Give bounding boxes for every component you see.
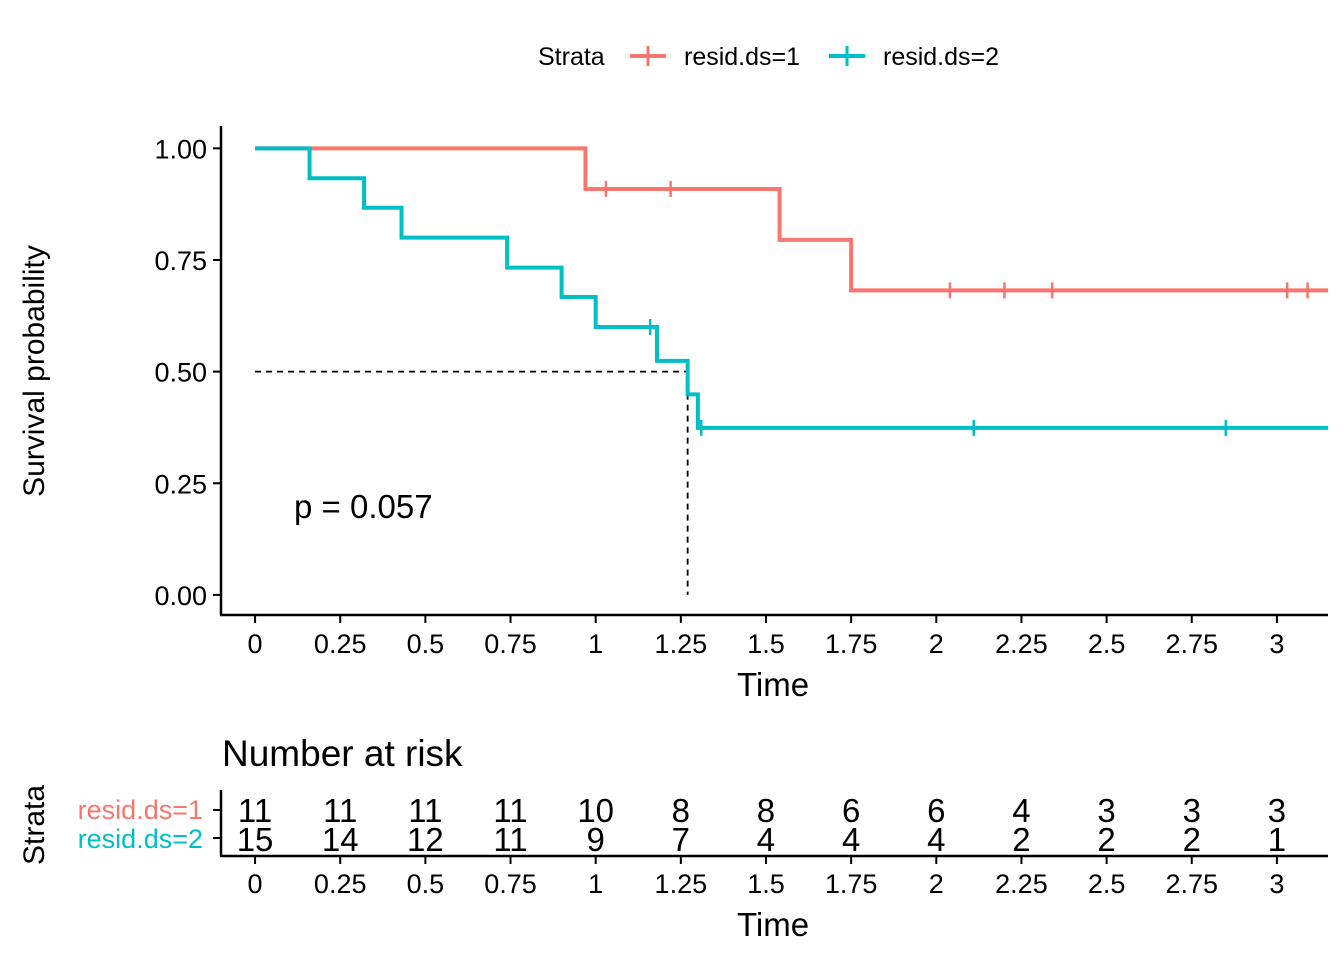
x-tick-label: 0.25 (314, 629, 367, 659)
x-tick-label: 1.5 (747, 629, 785, 659)
survival-curve-2 (255, 146, 1328, 430)
risk-cell: 8 (672, 792, 690, 829)
risk-cell: 12 (407, 821, 444, 858)
risk-x-tick-label: 2.25 (995, 869, 1048, 899)
risk-cells: 11 11 11 11 10 8 8 6 6 4 3 3 315 14 12 11 9 7 4 4 4 2 2 2 1 (237, 792, 1286, 858)
risk-cell: 3 (1097, 792, 1115, 829)
legend-title: Strata (538, 43, 605, 71)
risk-table-y-label: Strata (18, 785, 51, 865)
risk-cell: 9 (586, 821, 604, 858)
x-axis-ticks: 0 0.25 0.5 0.75 1 1.25 1.5 1.75 2 2.25 2.5 2.75 3 (248, 615, 1284, 659)
risk-cell: 2 (1183, 821, 1201, 858)
x-tick-label: 2.5 (1088, 629, 1126, 659)
legend-label-1: resid.ds=1 (684, 43, 800, 71)
x-tick-label: 1 (588, 629, 603, 659)
risk-x-axis-label: Time (737, 906, 809, 943)
x-tick-label: 2.75 (1165, 629, 1218, 659)
risk-cell: 1 (1268, 821, 1286, 858)
p-value-label: p = 0.057 (294, 488, 433, 525)
risk-cell: 11 (323, 792, 357, 829)
risk-x-tick-label: 1.5 (747, 869, 785, 899)
risk-table-title: Number at risk (222, 733, 463, 774)
risk-row-label-2: resid.ds=2 (78, 824, 203, 854)
risk-cell: 4 (842, 821, 860, 858)
risk-x-tick-label: 3 (1269, 869, 1284, 899)
survival-curves (255, 146, 1328, 436)
risk-cell: 2 (1097, 821, 1115, 858)
survival-plot: Survival probability Time p = 0.057 0.00… (18, 126, 1328, 703)
risk-cell: 11 (408, 792, 442, 829)
risk-cell: 14 (322, 821, 359, 858)
risk-cell: 4 (927, 821, 945, 858)
risk-cell: 11 (493, 821, 527, 858)
risk-cell: 3 (1268, 792, 1286, 829)
y-tick-label: 1.00 (154, 134, 207, 164)
median-lines (255, 370, 689, 595)
risk-x-tick-label: 2.5 (1088, 869, 1126, 899)
risk-cell: 3 (1183, 792, 1201, 829)
x-axis-label: Time (737, 666, 809, 703)
x-tick-label: 0.5 (407, 629, 445, 659)
risk-x-axis-ticks: 0 0.25 0.5 0.75 1 1.25 1.5 1.75 2 2.25 2.5 2.75 3 (248, 856, 1284, 899)
y-axis-label: Survival probability (18, 245, 51, 497)
risk-cell: 11 (238, 792, 272, 829)
risk-x-tick-label: 1 (588, 869, 603, 899)
risk-x-tick-label: 1.75 (825, 869, 878, 899)
legend-item-2: resid.ds=2 (829, 43, 999, 71)
legend-item-1: resid.ds=1 (630, 43, 800, 71)
risk-cell: 10 (577, 792, 614, 829)
risk-cell: 4 (1012, 792, 1030, 829)
risk-row-label-1: resid.ds=1 (78, 795, 203, 825)
risk-cell: 8 (757, 792, 775, 829)
risk-cell: 4 (757, 821, 775, 858)
risk-x-tick-label: 0.25 (314, 869, 367, 899)
risk-cell: 15 (237, 821, 274, 858)
x-tick-label: 0 (248, 629, 263, 659)
risk-cell: 2 (1012, 821, 1030, 858)
risk-x-tick-label: 0 (248, 869, 263, 899)
risk-cell: 7 (672, 821, 690, 858)
risk-x-tick-label: 0.75 (484, 869, 537, 899)
risk-cell: 6 (842, 792, 860, 829)
x-tick-label: 0.75 (484, 629, 537, 659)
y-tick-label: 0.75 (154, 246, 207, 276)
survival-curve-1 (255, 146, 1328, 293)
x-tick-label: 1.75 (825, 629, 878, 659)
risk-cell: 6 (927, 792, 945, 829)
risk-table: Number at risk Strata resid.ds=1 resid.d… (18, 733, 1328, 943)
risk-x-tick-label: 1.25 (655, 869, 708, 899)
x-tick-label: 2.25 (995, 629, 1048, 659)
risk-x-tick-label: 2.75 (1165, 869, 1218, 899)
y-tick-label: 0.00 (154, 581, 207, 611)
risk-x-tick-label: 0.5 (407, 869, 445, 899)
x-tick-label: 1.25 (655, 629, 708, 659)
legend-label-2: resid.ds=2 (883, 43, 999, 71)
y-tick-label: 0.50 (154, 358, 207, 388)
y-axis-ticks: 0.00 0.25 0.50 0.75 1.00 (154, 134, 221, 611)
x-tick-label: 2 (929, 629, 944, 659)
x-tick-label: 3 (1269, 629, 1284, 659)
risk-x-tick-label: 2 (929, 869, 944, 899)
y-tick-label: 0.25 (154, 469, 207, 499)
risk-cell: 11 (493, 792, 527, 829)
legend: Strata resid.ds=1 resid.ds=2 (538, 43, 999, 71)
